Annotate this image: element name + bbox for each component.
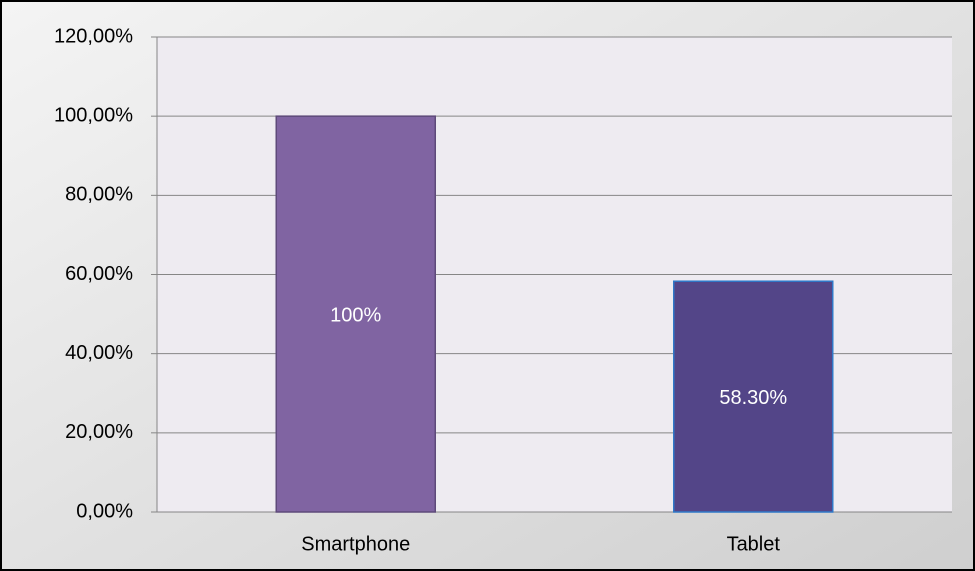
y-tick-label: 60,00%	[65, 263, 133, 285]
bar	[673, 280, 834, 513]
y-tick-label: 80,00%	[65, 184, 133, 206]
bar	[275, 115, 436, 513]
x-tick-label: Tablet	[727, 533, 781, 555]
y-tick-label: 100,00%	[54, 104, 133, 126]
x-tick-label: Smartphone	[301, 533, 410, 555]
y-tick-label: 40,00%	[65, 342, 133, 364]
value-label: 100%	[330, 304, 381, 326]
y-tick-label: 0,00%	[76, 500, 133, 522]
value-label: 58.30%	[719, 387, 787, 409]
y-tick-label: 120,00%	[54, 25, 133, 47]
y-tick-label: 20,00%	[65, 421, 133, 443]
